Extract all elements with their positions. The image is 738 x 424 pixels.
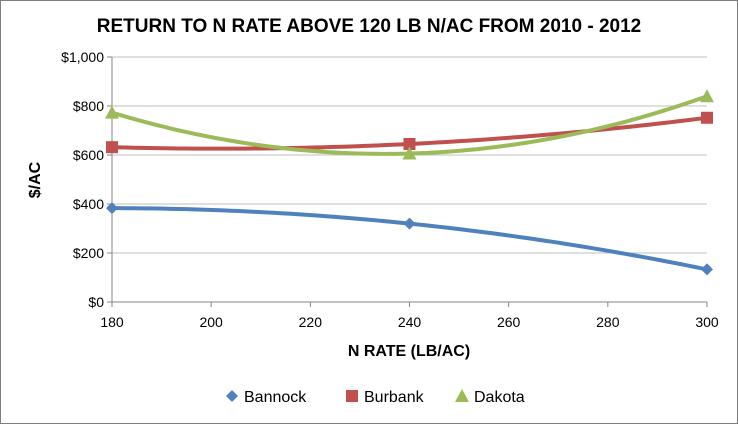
- y-tick-label: $400: [73, 196, 104, 212]
- legend-bannock-marker: [226, 390, 238, 402]
- series-dakota: [105, 89, 714, 160]
- y-tick-label: $1,000: [61, 49, 104, 65]
- chart-title: RETURN TO N RATE ABOVE 120 LB N/AC FROM …: [97, 16, 641, 37]
- x-axis-ticks: 180 200 220 240 260 280 300: [100, 302, 719, 330]
- series-burbank: [106, 111, 713, 154]
- y-tick-label: $0: [88, 294, 104, 310]
- x-tick-label: 180: [100, 314, 124, 330]
- y-axis-ticks: $0 $200 $400 $600 $800 $1,000: [61, 49, 112, 310]
- legend-dakota-marker: [455, 389, 469, 402]
- x-tick-label: 280: [596, 314, 620, 330]
- y-tick-label: $800: [73, 98, 104, 114]
- y-tick-label: $600: [73, 147, 104, 163]
- series-group: [105, 89, 714, 276]
- series-bannock: [106, 202, 713, 276]
- y-axis-title: $/AC: [27, 161, 44, 198]
- x-tick-label: 260: [497, 314, 521, 330]
- x-tick-label: 300: [695, 314, 719, 330]
- x-axis-title: N RATE (LB/AC): [348, 343, 470, 360]
- legend-label: Bannock: [244, 389, 307, 406]
- x-tick-label: 200: [199, 314, 223, 330]
- gridlines: [112, 56, 707, 254]
- data-point-marker: [403, 217, 416, 230]
- series-line: [110, 206, 709, 272]
- data-point-marker: [106, 202, 118, 215]
- x-tick-label: 240: [398, 314, 422, 330]
- legend-burbank-marker: [346, 390, 358, 402]
- data-point-marker: [402, 146, 417, 160]
- data-point-marker: [105, 105, 119, 119]
- legend: Bannock Burbank Dakota: [226, 389, 525, 406]
- axes: [111, 57, 707, 303]
- legend-label: Dakota: [474, 389, 525, 406]
- data-point-marker: [701, 111, 713, 124]
- data-point-marker: [701, 263, 713, 276]
- data-point-marker: [106, 141, 118, 154]
- y-tick-label: $200: [73, 245, 104, 261]
- x-tick-label: 220: [299, 314, 323, 330]
- data-point-marker: [403, 137, 416, 150]
- legend-label: Burbank: [364, 389, 425, 406]
- data-point-marker: [700, 89, 714, 103]
